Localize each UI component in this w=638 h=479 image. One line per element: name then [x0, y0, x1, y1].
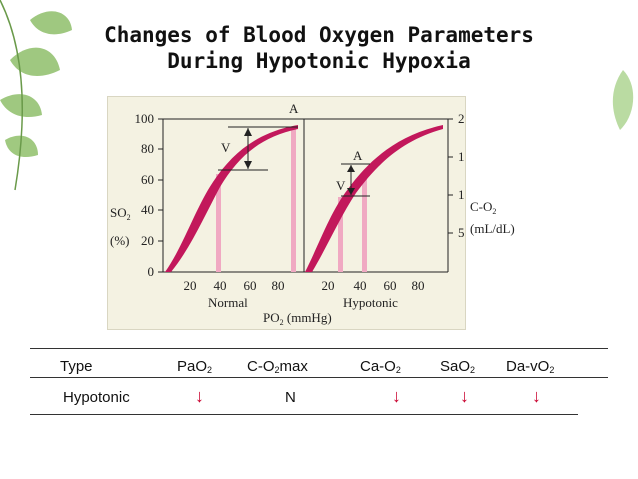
normal-dissociation-curve: [165, 125, 298, 272]
panel-label-hypotonic: Hypotonic: [343, 295, 398, 310]
title-line-2: During Hypotonic Hypoxia: [167, 49, 471, 73]
y-tick-100: 100: [135, 111, 155, 126]
right-tick-5: 5: [458, 225, 465, 240]
y-axis-label: SO2: [110, 205, 131, 222]
leaf-decoration-right-icon: [612, 70, 634, 130]
header-pao2: PaO2: [177, 358, 213, 375]
leaf-decoration-icon: [0, 0, 72, 191]
hypotonic-dissociation-curve: [305, 125, 443, 272]
table-bottom-rule: [30, 414, 578, 415]
right-tick-15: 15: [458, 149, 465, 164]
x-tick-left-20: 20: [184, 278, 197, 293]
y-tick-80: 80: [141, 141, 154, 156]
row-sao2-down-arrow: ↓: [460, 386, 469, 406]
header-type: Type: [60, 358, 93, 375]
hypotonic-arterial-guide: [362, 172, 367, 272]
right-axis-label: C-O2: [470, 199, 496, 216]
hypotonic-venous-guide: [338, 197, 343, 272]
row-type-hypotonic: Hypotonic: [63, 389, 130, 406]
slide-title: Changes of Blood Oxygen Parameters Durin…: [0, 22, 638, 74]
right-axis-unit: (mL/dL): [470, 221, 515, 236]
x-tick-right-20: 20: [322, 278, 335, 293]
header-sao2: SaO2: [440, 358, 476, 375]
right-axis-label-svg: C-O2 (mL/dL): [470, 199, 515, 236]
title-line-1: Changes of Blood Oxygen Parameters: [104, 23, 534, 47]
oxygen-dissociation-figure: 0 20 40 60 80 100 5 10 15 20 SO2 (%): [107, 96, 466, 330]
panel-label-normal: Normal: [208, 295, 248, 310]
marker-a-hypotonic: A: [353, 148, 363, 163]
y-tick-40: 40: [141, 202, 154, 217]
header-co2max: C-O2max: [247, 358, 308, 375]
y-tick-0: 0: [148, 264, 155, 279]
header-davo2: Da-vO2: [506, 358, 555, 375]
x-axis-label: PO2 (mmHg): [263, 310, 332, 327]
normal-arterial-guide: [291, 127, 296, 272]
header-cao2: Ca-O2: [360, 358, 401, 375]
marker-a-normal: A: [289, 101, 299, 116]
x-tick-right-60: 60: [384, 278, 397, 293]
marker-v-normal: V: [221, 140, 231, 155]
x-tick-right-40: 40: [354, 278, 367, 293]
x-tick-left-40: 40: [214, 278, 227, 293]
y-axis-unit: (%): [110, 233, 130, 248]
y-tick-20: 20: [141, 233, 154, 248]
marker-v-hypotonic: V: [336, 178, 346, 193]
row-co2max-value: N: [285, 389, 296, 406]
right-tick-10: 10: [458, 187, 465, 202]
table-top-rule: [30, 348, 608, 349]
normal-venous-guide: [216, 174, 221, 272]
table-header-rule: [30, 377, 608, 378]
right-tick-20: 20: [458, 111, 465, 126]
dissociation-curves-svg: 0 20 40 60 80 100 5 10 15 20 SO2 (%): [110, 101, 465, 327]
x-tick-right-80: 80: [412, 278, 425, 293]
x-tick-left-80: 80: [272, 278, 285, 293]
row-cao2-down-arrow: ↓: [392, 386, 401, 406]
y-tick-60: 60: [141, 172, 154, 187]
x-tick-left-60: 60: [244, 278, 257, 293]
row-davo2-down-arrow: ↓: [532, 386, 541, 406]
row-pao2-down-arrow: ↓: [195, 386, 204, 406]
